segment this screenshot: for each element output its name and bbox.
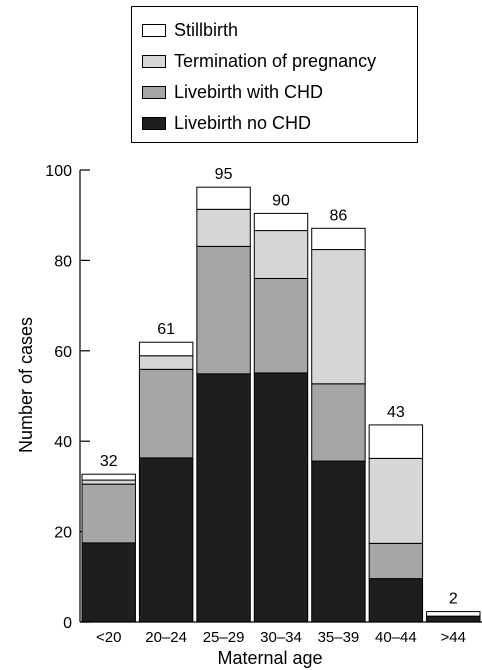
- y-axis-title: Number of cases: [16, 317, 36, 453]
- bar-segment: [253, 212, 309, 232]
- bar-segment: [253, 277, 309, 374]
- bar-segment: [138, 355, 194, 370]
- y-tick-label: 100: [45, 163, 72, 180]
- legend-item-termination: Termination of pregnancy: [142, 51, 376, 71]
- bar-segment: [368, 578, 424, 623]
- bar-segment: [311, 383, 366, 462]
- bar-segment: [368, 457, 424, 544]
- bar-segment: [368, 424, 424, 459]
- bar-segment: [426, 615, 481, 623]
- bar-segment: [196, 208, 251, 247]
- bar-segment: [311, 249, 366, 385]
- legend-item-stillbirth: Stillbirth: [142, 20, 238, 40]
- bar-segment: [368, 542, 424, 580]
- x-tick-label: 30–34: [260, 629, 302, 646]
- bar-segment: [138, 457, 194, 623]
- legend-swatch-stillbirth: [142, 23, 166, 37]
- bar-segment: [81, 473, 136, 481]
- bar-segment: [196, 373, 251, 623]
- y-axis: 0 20 40 60 80 100: [45, 163, 90, 632]
- y-tick-label: 20: [54, 525, 72, 542]
- legend-label-termination: Termination of pregnancy: [174, 50, 377, 71]
- bar-total-label: 2: [449, 591, 458, 608]
- bar-total-label: 32: [100, 453, 118, 470]
- bar-segment: [138, 341, 194, 357]
- chart-legend: Stillbirth Termination of pregnancy Live…: [131, 6, 418, 143]
- bar-total-label: 61: [157, 321, 175, 338]
- bar-total-label: 90: [272, 192, 290, 209]
- legend-swatch-livebirth-with-chd: [142, 85, 166, 99]
- legend-swatch-livebirth-no-chd: [142, 116, 166, 130]
- bar-segment: [196, 245, 251, 375]
- bar-segment: [81, 479, 136, 485]
- legend-item-livebirth-with-chd: Livebirth with CHD: [142, 82, 323, 102]
- y-tick-label: 40: [54, 434, 72, 451]
- y-tick-label: 60: [54, 344, 72, 361]
- x-axis-title: Maternal age: [217, 648, 322, 668]
- x-tick-label: 25–29: [203, 629, 245, 646]
- legend-item-livebirth-no-chd: Livebirth no CHD: [142, 113, 311, 133]
- x-tick-label: 40–44: [375, 629, 417, 646]
- bar-segment: [196, 186, 251, 210]
- legend-label-livebirth-with-chd: Livebirth with CHD: [174, 81, 324, 102]
- bar-segment: [311, 227, 366, 251]
- bar-segment: [253, 372, 309, 623]
- bar-segment: [81, 542, 136, 623]
- x-tick-label: 20–24: [145, 629, 187, 646]
- bar-total-label: 86: [330, 207, 348, 224]
- bar-segment: [311, 460, 366, 623]
- bar-segment: [138, 368, 194, 459]
- legend-label-stillbirth: Stillbirth: [174, 19, 239, 40]
- bar-segment: [426, 611, 481, 617]
- legend-swatch-termination: [142, 54, 166, 68]
- x-tick-label: 35–39: [318, 629, 360, 646]
- bar-segment: [81, 483, 136, 544]
- x-axis: <20 20–24 25–29 30–34 35–39 40–44 >44: [80, 621, 482, 646]
- y-tick-label: 80: [54, 253, 72, 270]
- bar-segment: [253, 230, 309, 279]
- legend-label-livebirth-no-chd: Livebirth no CHD: [174, 112, 312, 133]
- bar-total-label: 43: [387, 404, 405, 421]
- y-tick-label: 0: [63, 615, 72, 632]
- x-tick-label: >44: [441, 629, 466, 646]
- x-tick-label: <20: [96, 629, 121, 646]
- bar-total-label: 95: [215, 166, 233, 183]
- bars: 32 61 95 90 86 43 2: [81, 166, 481, 623]
